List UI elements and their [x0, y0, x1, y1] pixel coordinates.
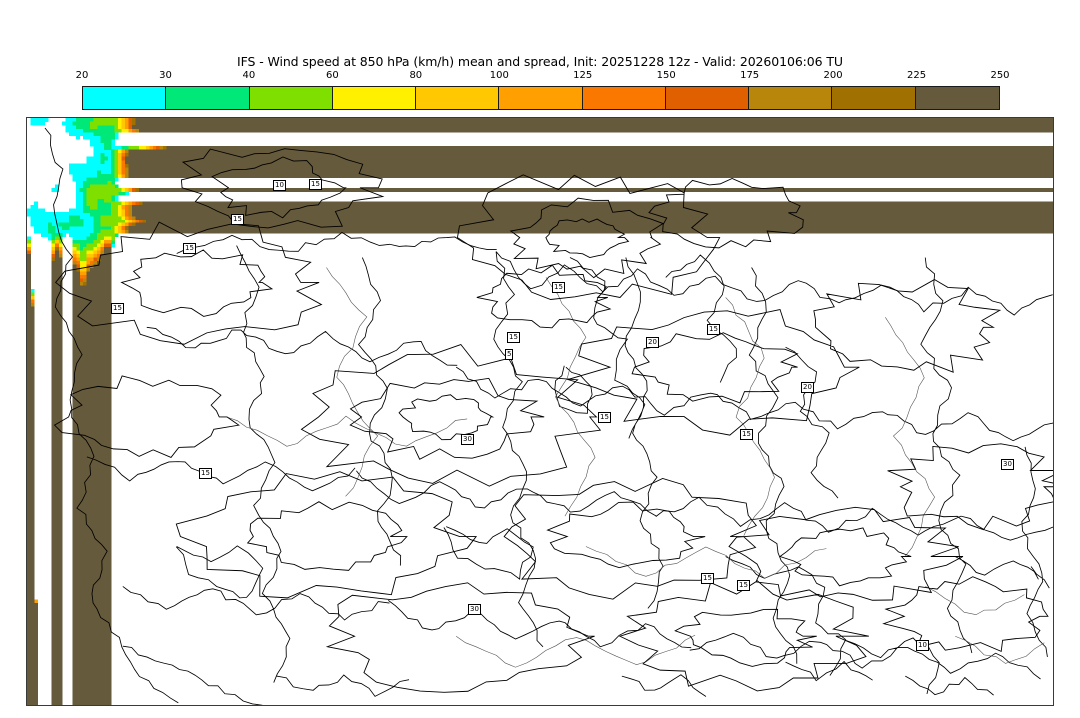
- filled-contour-band: [27, 118, 129, 294]
- contour-label: 15: [701, 573, 714, 584]
- colorbar-band: [332, 87, 417, 109]
- filled-contour-layer: [27, 118, 1053, 705]
- colorbar-band: [582, 87, 666, 109]
- colorbar-tick: 225: [906, 70, 927, 81]
- contour-label: 15: [737, 580, 750, 591]
- weather-map[interactable]: [27, 118, 1053, 705]
- colorbar-tick: 30: [159, 70, 172, 81]
- colorbar-band: [249, 87, 333, 109]
- colorbar-band: [83, 87, 167, 109]
- country-border-path: [226, 267, 1045, 668]
- colorbar-bands: [82, 86, 1000, 110]
- colorbar-band: [915, 87, 999, 109]
- colorbar-band: [665, 87, 750, 109]
- contour-label: 15: [183, 243, 196, 254]
- contour-label: 15: [598, 412, 611, 423]
- colorbar: 20 30 40 60 80 100 125 150 175 200 225 250: [76, 70, 1010, 110]
- colorbar-tick: 40: [242, 70, 256, 81]
- contour-label: 15: [199, 468, 212, 479]
- contour-label: 15: [552, 282, 565, 293]
- colorbar-band: [416, 87, 500, 109]
- coastline-path: [44, 127, 1053, 705]
- filled-contour-band: [27, 118, 147, 269]
- contour-label: 20: [646, 337, 659, 348]
- colorbar-tick: 150: [656, 70, 676, 81]
- colorbar-tick: 100: [489, 70, 509, 81]
- contour-label: 15: [309, 179, 322, 190]
- contour-label: 20: [801, 382, 814, 393]
- colorbar-band: [832, 87, 916, 109]
- colorbar-tick: 60: [325, 70, 339, 81]
- contour-label: 30: [468, 604, 481, 615]
- colorbar-tick: 125: [573, 70, 593, 81]
- coastline-layer: [44, 127, 1053, 705]
- colorbar-band: [499, 87, 583, 109]
- colorbar-tick: 200: [823, 70, 843, 81]
- filled-contour-band: [27, 118, 1053, 705]
- contour-label: 30: [461, 434, 474, 445]
- contour-label: 15: [707, 324, 720, 335]
- contour-label: 15: [740, 429, 753, 440]
- spread-contour-layer: [53, 148, 1053, 693]
- contour-label: 30: [1001, 459, 1014, 470]
- colorbar-band: [166, 87, 250, 109]
- contour-label: 15: [111, 303, 124, 314]
- filled-contour-band: [27, 118, 140, 297]
- contour-label: 5: [505, 349, 514, 360]
- colorbar-tick: 250: [990, 70, 1010, 81]
- colorbar-tick: 175: [740, 70, 760, 81]
- colorbar-tick: 20: [75, 70, 89, 81]
- colorbar-tick-labels: 20 30 40 60 80 100 125 150 175 200 225 250: [76, 70, 1010, 84]
- filled-contour-band: [47, 118, 129, 252]
- contour-label: 15: [507, 332, 520, 343]
- map-frame[interactable]: 10 15 15 15 15 15 30 15 5 20 15 15 15 15 20 30 15 15 10 30 …: [26, 117, 1054, 706]
- contour-label: 15: [231, 214, 244, 225]
- page-title: IFS - Wind speed at 850 hPa (km/h) mean …: [237, 54, 843, 69]
- contour-label: 10: [273, 180, 286, 191]
- colorbar-tick: 80: [409, 70, 423, 81]
- filled-contour-band: [30, 118, 150, 300]
- contour-label: 10: [916, 640, 929, 651]
- spread-contour-path: [53, 148, 1053, 693]
- colorbar-band: [749, 87, 833, 109]
